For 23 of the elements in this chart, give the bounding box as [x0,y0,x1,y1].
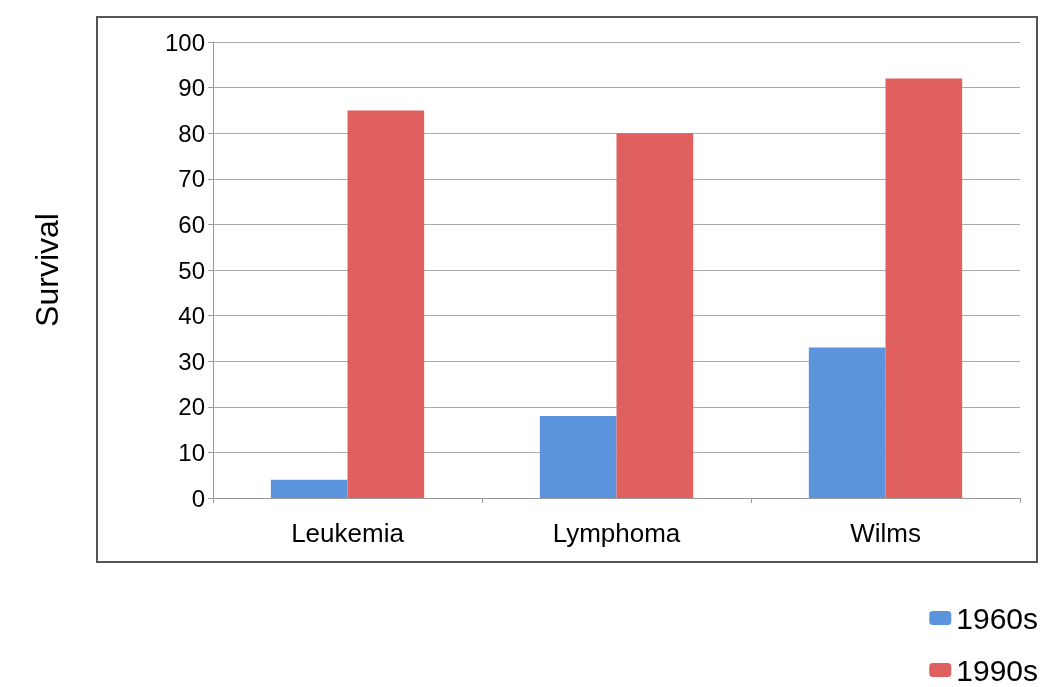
y-tick-label: 70 [178,165,205,193]
y-tick-label: 0 [191,484,205,512]
legend-label: 1960s [956,601,1039,635]
x-tick-label: Lymphoma [552,518,681,548]
bar [270,479,348,498]
bar [347,110,425,498]
y-tick-label: 50 [178,256,205,284]
y-tick-label: 20 [178,393,205,421]
y-tick-label: 40 [178,302,205,330]
bar [616,133,694,498]
legend-label: 1990s [956,653,1039,687]
y-tick-label: 90 [178,74,205,102]
x-tick-label: Wilms [850,518,921,548]
bar [885,78,963,498]
y-tick-label: 80 [178,119,205,147]
y-tick-label: 100 [164,28,205,56]
bar [808,347,886,498]
x-tick-label: Leukemia [291,518,405,548]
bar [539,415,617,498]
y-axis-title: Survival [29,213,65,327]
y-tick-label: 30 [178,347,205,375]
y-tick-label: 60 [178,210,205,238]
y-tick-label: 10 [178,438,205,466]
